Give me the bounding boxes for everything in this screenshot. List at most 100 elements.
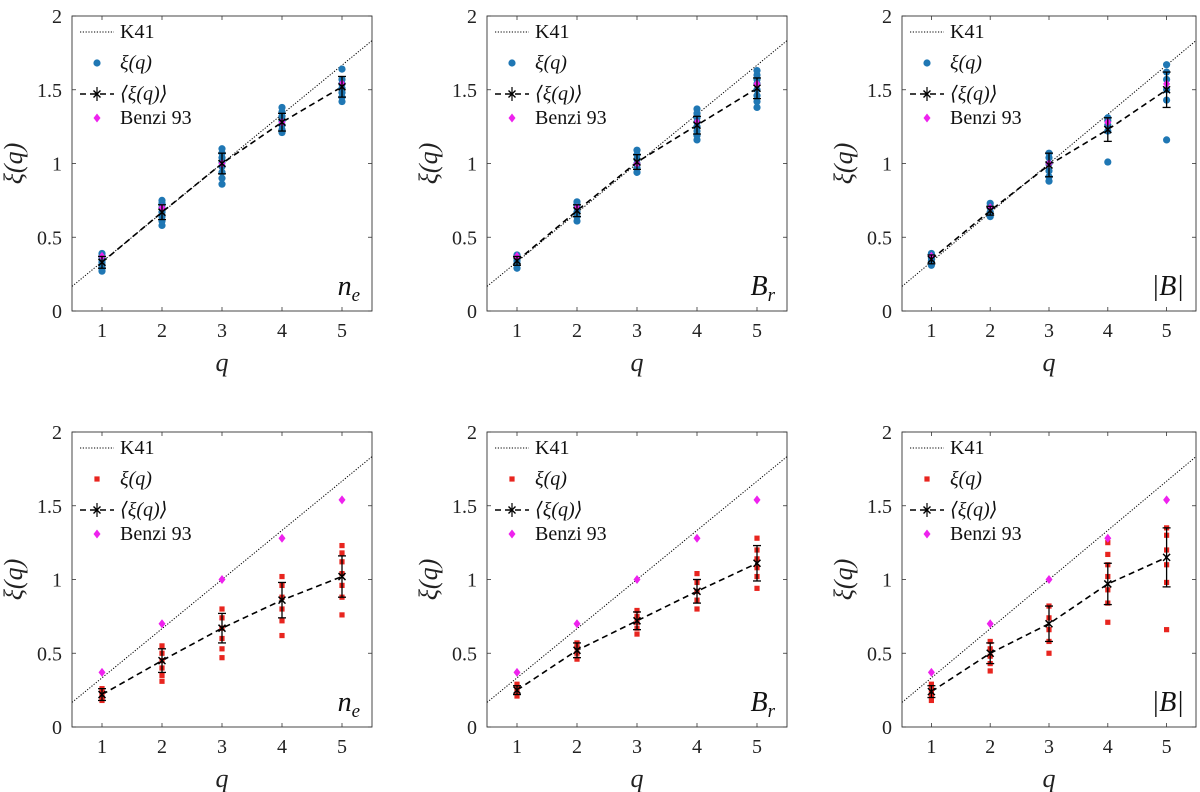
legend-benzi-label: Benzi 93 (535, 523, 607, 545)
x-axis-label: q (1043, 764, 1056, 792)
legend-benzi-label: Benzi 93 (950, 523, 1022, 545)
xi-point (634, 631, 640, 637)
y-tick-label: 1.5 (37, 496, 62, 518)
quantity-label: ne (338, 687, 360, 722)
y-tick-label: 0.5 (867, 227, 892, 249)
legend-xi-label: ξ(q) (535, 468, 567, 490)
xi-point (158, 196, 166, 204)
benzi-point (693, 533, 701, 543)
xi-point (278, 103, 286, 112)
xi-point (634, 607, 640, 614)
xi-point (753, 97, 761, 106)
legend: K41 ξ(q) ⟨ξ(q)⟩Benzi 93 (495, 21, 607, 129)
legend-k41-label: K41 (120, 21, 154, 43)
xi-point (754, 585, 760, 591)
y-axis-label: ξ(q) (0, 143, 28, 184)
legend-mean-marker (508, 506, 516, 514)
xi-point (218, 145, 226, 153)
x-tick-label: 1 (97, 320, 107, 342)
mean-point (752, 559, 762, 568)
x-tick-label: 5 (752, 320, 762, 342)
y-tick-label: 1 (467, 570, 477, 592)
xi-point (753, 103, 761, 112)
legend-k41-label: K41 (120, 437, 154, 459)
legend-benzi-label: Benzi 93 (120, 523, 192, 545)
xi-point (1163, 136, 1171, 144)
xi-point (1046, 650, 1052, 656)
y-tick-label: 1.5 (867, 496, 892, 518)
plot-area (72, 456, 372, 704)
legend-benzi-label: Benzi 93 (535, 107, 607, 129)
y-tick-label: 1 (467, 154, 477, 176)
legend-benzi-label: Benzi 93 (950, 107, 1022, 129)
quantity-symbol: B (750, 271, 767, 302)
quantity-label: Br (750, 687, 775, 722)
xi-point (928, 681, 934, 687)
y-tick-label: 1 (52, 154, 62, 176)
x-tick-label: 2 (985, 736, 995, 758)
mean-point (157, 208, 167, 217)
mean-point (632, 616, 642, 625)
legend-xi-label: ξ(q) (950, 468, 982, 490)
benzi-point (338, 495, 346, 505)
y-tick-label: 1.5 (452, 80, 477, 102)
legend-mean-label: ⟨ξ(q)⟩ (950, 499, 998, 521)
legend-benzi-swatch (923, 529, 931, 539)
legend-benzi-swatch (93, 529, 101, 539)
mean-point (157, 656, 167, 665)
xi-point (159, 643, 165, 649)
x-tick-label: 4 (692, 736, 702, 758)
x-tick-label: 4 (1103, 736, 1113, 758)
y-tick-label: 1.5 (452, 496, 477, 518)
x-tick-label: 5 (1162, 320, 1172, 342)
y-tick-label: 2 (52, 422, 62, 444)
x-tick-label: 2 (572, 736, 582, 758)
y-tick-label: 0 (52, 717, 62, 739)
k41-line (902, 456, 1196, 703)
x-tick-label: 3 (217, 736, 227, 758)
x-tick-label: 2 (985, 320, 995, 342)
quantity-symbol: |B| (1152, 687, 1185, 718)
xi-point (279, 618, 285, 624)
benzi-point (1104, 533, 1112, 543)
mean-point (1103, 579, 1112, 588)
benzi-point (1163, 495, 1171, 505)
mean-point (692, 587, 702, 596)
mean-point (1162, 553, 1171, 562)
mean-point (97, 690, 107, 699)
x-tick-label: 1 (97, 736, 107, 758)
x-axis-label: q (1043, 348, 1056, 377)
x-tick-label: 5 (752, 736, 762, 758)
legend-mean-marker (923, 506, 931, 514)
y-tick-label: 1.5 (37, 80, 62, 102)
y-axis-label: ξ(q) (0, 559, 28, 600)
x-axis-label: q (216, 764, 229, 792)
plot-area (902, 456, 1196, 704)
legend-k41-label: K41 (950, 437, 984, 459)
xi-point (633, 146, 641, 154)
chart-panel: 1 2 3 4 5 0 0.5 1 1.5 2 q ξ(q) K41 ξ(q) ⟨ξ(q)⟩Benzi 93… (414, 422, 788, 792)
legend-xi-swatch (509, 476, 515, 482)
legend-mean-label: ⟨ξ(q)⟩ (120, 83, 168, 105)
chart-panel: 1 2 3 4 5 0 0.5 1 1.5 2 q ξ(q) K41 ξ(q) ⟨ξ(q)⟩Benzi 93… (414, 6, 788, 377)
chart-panel: 1 2 3 4 5 0 0.5 1 1.5 2 q ξ(q) K41 ξ(q) ⟨ξ(q)⟩Benzi 93… (0, 6, 373, 377)
legend-mean-marker (93, 506, 101, 514)
legend: K41 ξ(q) ⟨ξ(q)⟩Benzi 93 (80, 437, 192, 545)
legend-mean-label: ⟨ξ(q)⟩ (535, 83, 583, 105)
legend-xi-label: ξ(q) (535, 52, 567, 74)
xi-point (694, 606, 700, 612)
legend-benzi-swatch (93, 113, 101, 123)
y-tick-label: 1 (882, 570, 892, 592)
xi-point (574, 656, 580, 662)
y-tick-label: 1.5 (867, 80, 892, 102)
y-tick-label: 0.5 (452, 643, 477, 665)
x-tick-label: 5 (1162, 736, 1172, 758)
x-tick-label: 3 (1044, 320, 1054, 342)
x-tick-label: 3 (217, 320, 227, 342)
legend-xi-swatch (923, 59, 931, 67)
legend-xi-label: ξ(q) (120, 52, 152, 74)
quantity-label: ne (338, 271, 360, 306)
xi-point (1164, 627, 1170, 633)
mean-point (752, 84, 762, 93)
